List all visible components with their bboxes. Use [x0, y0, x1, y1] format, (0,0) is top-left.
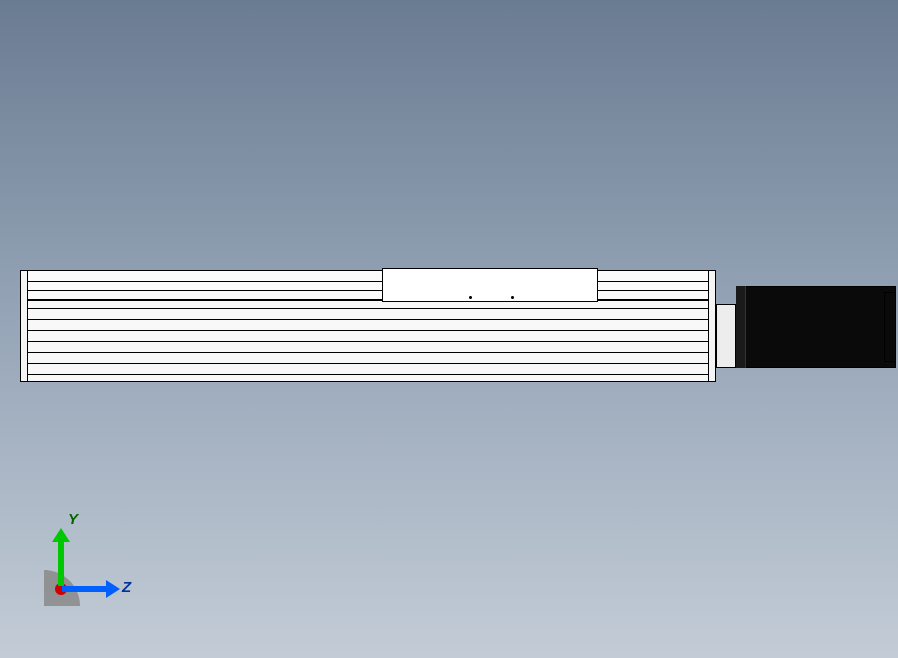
motor-coupling: [716, 304, 736, 368]
rail-groove: [22, 363, 716, 364]
rail-groove: [22, 374, 716, 375]
rail-groove: [22, 352, 716, 353]
stepper-motor: [736, 286, 896, 368]
rail-groove: [22, 319, 716, 320]
axis-y-icon: [58, 540, 64, 586]
rail-endcap-right: [708, 270, 716, 382]
rail-groove: [22, 341, 716, 342]
cad-viewport[interactable]: Y Z: [0, 0, 898, 658]
rail-groove: [22, 308, 716, 309]
motor-mounting-face: [736, 286, 746, 368]
axis-z-icon: [62, 586, 108, 592]
motor-rear-cap: [884, 292, 896, 362]
rail-body: [20, 300, 716, 382]
axis-z-arrowhead-icon: [106, 580, 120, 598]
axis-y-label: Y: [68, 511, 78, 528]
linear-actuator-assembly[interactable]: [20, 270, 876, 382]
carriage-hole: [469, 296, 472, 299]
axis-z-label: Z: [122, 579, 131, 596]
rail-endcap-left: [20, 270, 28, 382]
carriage-block: [382, 268, 598, 302]
orientation-triad[interactable]: Y Z: [24, 524, 114, 614]
carriage-hole: [511, 296, 514, 299]
axis-y-arrowhead-icon: [52, 528, 70, 542]
rail-top-slot: [21, 281, 715, 291]
rail-groove: [22, 330, 716, 331]
